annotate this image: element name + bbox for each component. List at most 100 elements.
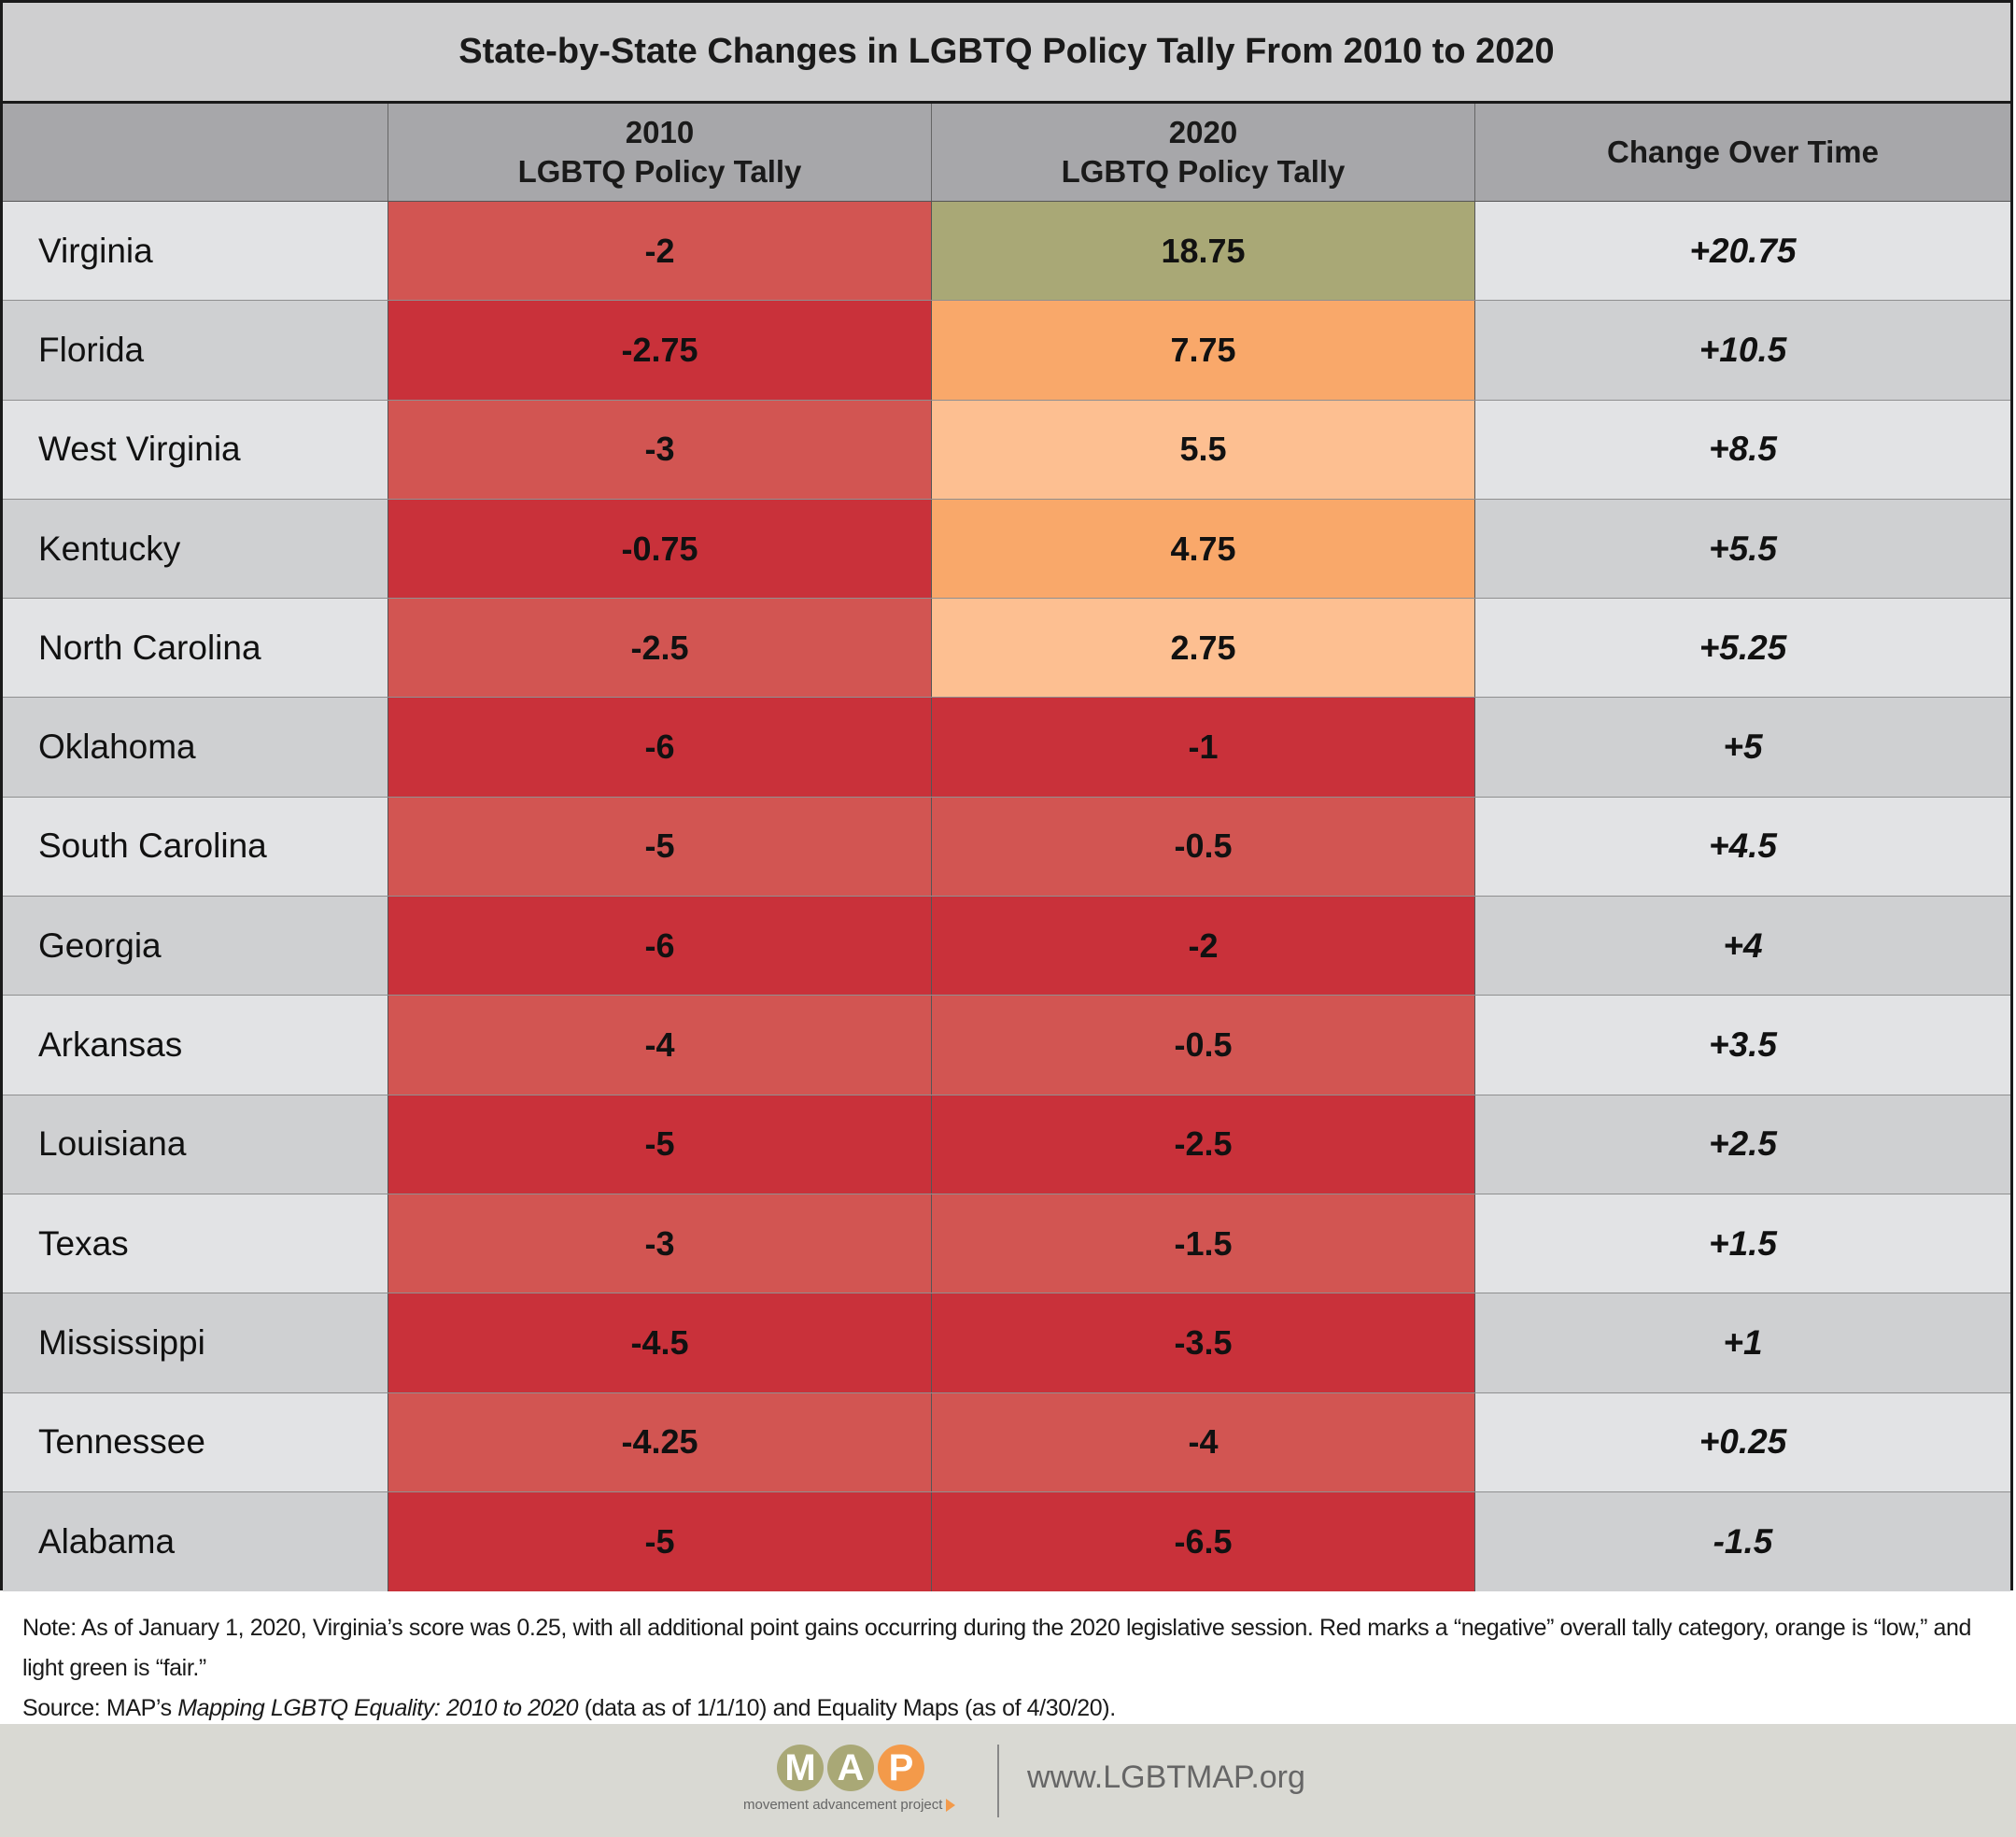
table-row: West Virginia -3 5.5 +8.5 xyxy=(3,400,2010,500)
footnote: Note: As of January 1, 2020, Virginia’s … xyxy=(22,1608,2002,1729)
note-line: Note: As of January 1, 2020, Virginia’s … xyxy=(22,1615,1972,1681)
tally-2020-cell: 5.5 xyxy=(931,400,1474,499)
table-row: Alabama -5 -6.5 -1.5 xyxy=(3,1491,2010,1592)
table-row: Arkansas -4 -0.5 +3.5 xyxy=(3,996,2010,1095)
change-cell: +4 xyxy=(1474,897,2010,996)
state-cell: Tennessee xyxy=(3,1392,388,1491)
table-row: North Carolina -2.5 2.75 +5.25 xyxy=(3,599,2010,699)
table-row: South Carolina -5 -0.5 +4.5 xyxy=(3,797,2010,897)
table-row: Mississippi -4.5 -3.5 +1 xyxy=(3,1293,2010,1393)
table-row: Tennessee -4.25 -4 +0.25 xyxy=(3,1392,2010,1492)
logo-letters: M A P xyxy=(777,1745,967,1791)
change-cell: +5.25 xyxy=(1474,599,2010,698)
state-cell: Oklahoma xyxy=(3,698,388,797)
tally-2010-cell: -3 xyxy=(388,1194,931,1293)
source-title: Mapping LGBTQ Equality: 2010 to 2020 xyxy=(177,1695,579,1721)
table-row: Kentucky -0.75 4.75 +5.5 xyxy=(3,499,2010,600)
table-row: Louisiana -5 -2.5 +2.5 xyxy=(3,1095,2010,1194)
change-cell: +20.75 xyxy=(1474,202,2010,301)
logo-letter-a: A xyxy=(827,1745,874,1791)
state-cell: Georgia xyxy=(3,897,388,996)
change-cell: +5 xyxy=(1474,698,2010,797)
state-cell: Kentucky xyxy=(3,499,388,599)
policy-table: State-by-State Changes in LGBTQ Policy T… xyxy=(0,0,2013,1592)
tally-2020-cell: -6.5 xyxy=(931,1491,1474,1592)
header-change: Change Over Time xyxy=(1474,104,2010,201)
change-cell: +1 xyxy=(1474,1293,2010,1392)
logo-tagline: movement advancement project xyxy=(743,1797,943,1813)
tally-2020-cell: -0.5 xyxy=(931,797,1474,897)
table-title: State-by-State Changes in LGBTQ Policy T… xyxy=(3,3,2010,104)
table-row: Texas -3 -1.5 +1.5 xyxy=(3,1194,2010,1294)
play-triangle-icon xyxy=(946,1798,956,1812)
tally-2010-cell: -5 xyxy=(388,1491,931,1592)
tally-2020-cell: -1 xyxy=(931,698,1474,797)
source-line: Source: MAP’s Mapping LGBTQ Equality: 20… xyxy=(22,1689,2002,1729)
change-cell: +0.25 xyxy=(1474,1392,2010,1491)
header-state xyxy=(3,104,388,201)
change-cell: +4.5 xyxy=(1474,797,2010,897)
header-2010: 2010 LGBTQ Policy Tally xyxy=(388,104,931,201)
header-change-label: Change Over Time xyxy=(1607,134,1879,169)
header-2010-line1: 2010 xyxy=(625,115,695,149)
logo-tagline-wrap: movement advancement project xyxy=(743,1797,967,1813)
footer-divider xyxy=(997,1745,999,1817)
tally-2010-cell: -4.25 xyxy=(388,1392,931,1491)
map-logo[interactable]: M A P movement advancement project xyxy=(743,1745,967,1823)
state-cell: Louisiana xyxy=(3,1095,388,1194)
state-cell: Arkansas xyxy=(3,996,388,1095)
header-row: 2010 LGBTQ Policy Tally 2020 LGBTQ Polic… xyxy=(3,104,2010,202)
state-cell: West Virginia xyxy=(3,400,388,499)
tally-2010-cell: -2 xyxy=(388,202,931,301)
state-cell: North Carolina xyxy=(3,599,388,698)
table-row: Georgia -6 -2 +4 xyxy=(3,897,2010,996)
logo-letter-p: P xyxy=(878,1745,924,1791)
website-link[interactable]: www.LGBTMAP.org xyxy=(1027,1759,1305,1795)
tally-2020-cell: -2.5 xyxy=(931,1095,1474,1194)
header-2020-line2: LGBTQ Policy Tally xyxy=(1061,154,1346,189)
table-row: Oklahoma -6 -1 +5 xyxy=(3,698,2010,798)
change-cell: +3.5 xyxy=(1474,996,2010,1095)
source-prefix: Source: MAP’s xyxy=(22,1695,178,1721)
tally-2010-cell: -0.75 xyxy=(388,499,931,599)
tally-2020-cell: -3.5 xyxy=(931,1293,1474,1392)
change-cell: +5.5 xyxy=(1474,499,2010,599)
tally-2010-cell: -2.75 xyxy=(388,301,931,400)
tally-2020-cell: 7.75 xyxy=(931,301,1474,400)
tally-2010-cell: -4.5 xyxy=(388,1293,931,1392)
state-cell: Mississippi xyxy=(3,1293,388,1392)
tally-2020-cell: 4.75 xyxy=(931,499,1474,599)
tally-2010-cell: -5 xyxy=(388,797,931,897)
tally-2010-cell: -4 xyxy=(388,996,931,1095)
tally-2020-cell: -0.5 xyxy=(931,996,1474,1095)
tally-2020-cell: 2.75 xyxy=(931,599,1474,698)
state-cell: Virginia xyxy=(3,202,388,301)
tally-2020-cell: -1.5 xyxy=(931,1194,1474,1293)
state-cell: South Carolina xyxy=(3,797,388,897)
footer-bar: M A P movement advancement project www.L… xyxy=(0,1724,2016,1837)
source-suffix: (data as of 1/1/10) and Equality Maps (a… xyxy=(578,1695,1116,1721)
change-cell: +2.5 xyxy=(1474,1095,2010,1194)
header-2020-line1: 2020 xyxy=(1168,115,1238,149)
tally-2020-cell: -4 xyxy=(931,1392,1474,1491)
tally-2020-cell: -2 xyxy=(931,897,1474,996)
change-cell: +1.5 xyxy=(1474,1194,2010,1293)
state-cell: Alabama xyxy=(3,1491,388,1592)
change-cell: +10.5 xyxy=(1474,301,2010,400)
tally-2010-cell: -6 xyxy=(388,897,931,996)
change-cell: -1.5 xyxy=(1474,1491,2010,1592)
table-body: Virginia -2 18.75 +20.75 Florida -2.75 7.75 +10… xyxy=(3,202,2010,1592)
table-row: Virginia -2 18.75 +20.75 xyxy=(3,202,2010,302)
table-row: Florida -2.75 7.75 +10.5 xyxy=(3,301,2010,401)
state-cell: Florida xyxy=(3,301,388,400)
tally-2010-cell: -5 xyxy=(388,1095,931,1194)
change-cell: +8.5 xyxy=(1474,400,2010,499)
tally-2010-cell: -2.5 xyxy=(388,599,931,698)
tally-2010-cell: -6 xyxy=(388,698,931,797)
tally-2020-cell: 18.75 xyxy=(931,202,1474,301)
logo-letter-m: M xyxy=(777,1745,824,1791)
header-2020: 2020 LGBTQ Policy Tally xyxy=(931,104,1474,201)
header-2010-line2: LGBTQ Policy Tally xyxy=(517,154,802,189)
state-cell: Texas xyxy=(3,1194,388,1293)
tally-2010-cell: -3 xyxy=(388,400,931,499)
